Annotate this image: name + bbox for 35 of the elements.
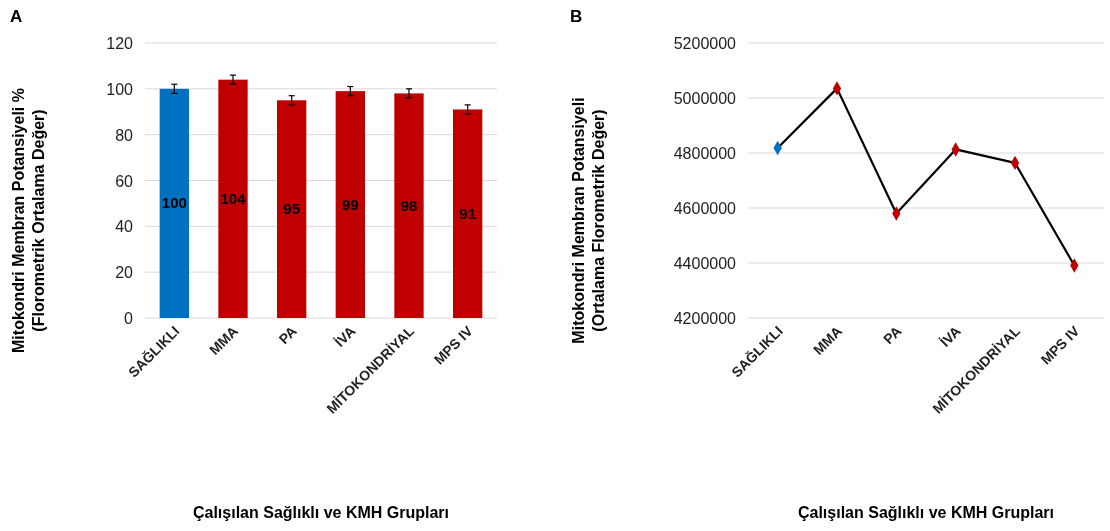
- y-tick-label: 80: [115, 126, 134, 144]
- chart-title: A: [10, 7, 23, 26]
- y2-axis-title: (Ortalama Florometrik Değer): [590, 109, 607, 332]
- y-tick-label: 5200000: [673, 35, 737, 52]
- y-tick-label: 4600000: [673, 200, 737, 217]
- text: B: [570, 7, 583, 26]
- data-label: 104: [220, 189, 247, 207]
- y-tick-label: 4200000: [673, 310, 737, 327]
- data-label: 91: [459, 204, 477, 222]
- x-tick-label: PA: [880, 322, 905, 348]
- bar: [218, 79, 248, 318]
- x-axis-title: Çalışılan Sağlıklı ve KMH Grupları: [797, 504, 1055, 521]
- y-tick-label: 60: [115, 172, 134, 190]
- y-tick-label: 5000000: [673, 90, 737, 107]
- bar: [335, 91, 365, 318]
- x-tick-label: PA: [275, 322, 300, 348]
- y-tick-label: 0: [124, 310, 134, 327]
- y2-axis-title: (Florometrik Ortalama Değer): [30, 109, 47, 332]
- bar: [453, 109, 483, 318]
- y-tick-label: 40: [115, 218, 134, 236]
- bar: [159, 88, 189, 318]
- y-tick-label: 20: [115, 264, 134, 282]
- y-axis-title: Mitokondri Membran Potansiyeli: [570, 97, 587, 344]
- y-tick-label: 100: [106, 80, 134, 98]
- data-label: 99: [341, 195, 359, 213]
- data-label: 100: [161, 194, 187, 212]
- bar: [277, 100, 307, 318]
- data-label: 95: [283, 200, 301, 218]
- y-tick-label: 4800000: [673, 145, 737, 162]
- y-tick-label: 120: [106, 35, 134, 52]
- y-tick-label: 4400000: [673, 255, 737, 272]
- y-axis-title: Mitokondri Membran Potansiyeli %: [10, 88, 27, 353]
- data-label: 98: [400, 196, 418, 214]
- x-axis-title: Çalışılan Sağlıklı ve KMH Grupları: [192, 504, 450, 521]
- bar: [394, 93, 424, 318]
